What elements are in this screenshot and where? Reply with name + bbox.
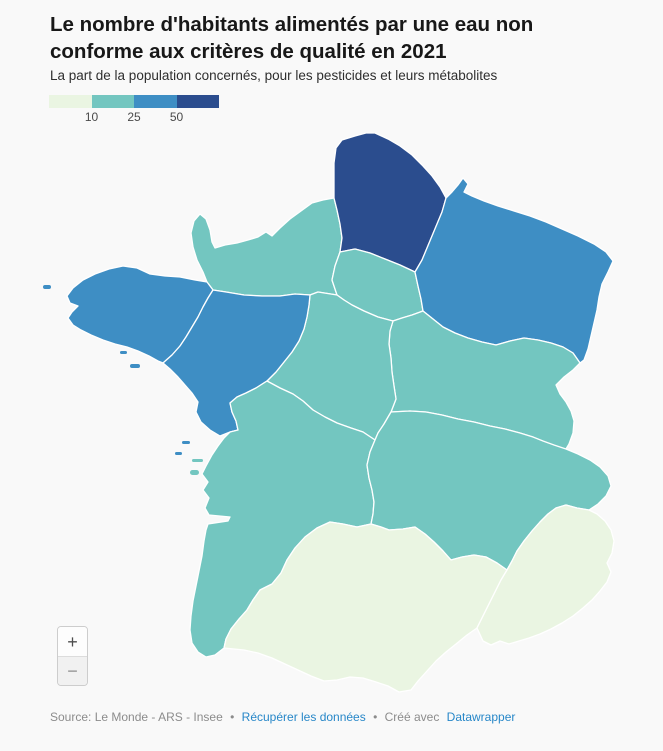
map-zoom-controls: + − <box>57 626 88 686</box>
region-grand-est[interactable] <box>414 177 614 364</box>
island-groix <box>120 351 127 354</box>
zoom-out-button[interactable]: − <box>58 656 87 685</box>
island-re <box>192 459 203 462</box>
get-the-data-link[interactable]: Récupérer les données <box>241 710 366 724</box>
legend-tick-label: 25 <box>127 110 141 124</box>
footer-separator: • <box>373 710 378 724</box>
footer-source-text: Source: Le Monde - ARS - Insee <box>50 710 223 724</box>
legend-swatch-2 <box>134 95 177 108</box>
island-noirmoutier <box>182 441 190 444</box>
zoom-in-button[interactable]: + <box>58 627 87 656</box>
island-ouessant <box>43 285 51 289</box>
island-belle-ile <box>130 364 140 368</box>
footer-separator: • <box>230 710 235 724</box>
legend-swatch-3 <box>176 95 219 108</box>
regions-layer <box>66 132 615 693</box>
footer: Source: Le Monde - ARS - Insee • Récupér… <box>50 710 519 724</box>
island-oleron <box>190 470 199 475</box>
legend-swatches <box>49 95 249 108</box>
color-legend: 10 25 50 <box>49 95 249 124</box>
legend-tick-label: 10 <box>84 110 99 124</box>
legend-swatch-1 <box>91 95 134 108</box>
island-yeu <box>175 452 182 455</box>
chart-subtitle: La part de la population concernés, pour… <box>50 68 498 83</box>
region-provence-alpes-cote-d-azur[interactable] <box>476 504 615 646</box>
region-normandie[interactable] <box>190 197 343 297</box>
legend-ticks: 10 25 50 <box>49 108 249 124</box>
legend-swatch-0 <box>49 95 92 108</box>
legend-tick-label: 50 <box>169 110 184 124</box>
region-occitanie[interactable] <box>223 521 508 693</box>
datawrapper-link[interactable]: Datawrapper <box>446 710 516 724</box>
footer-created-with-text: Créé avec <box>384 710 440 724</box>
chart-title: Le nombre d'habitants alimentés par une … <box>50 13 534 63</box>
islands-layer <box>43 285 203 475</box>
